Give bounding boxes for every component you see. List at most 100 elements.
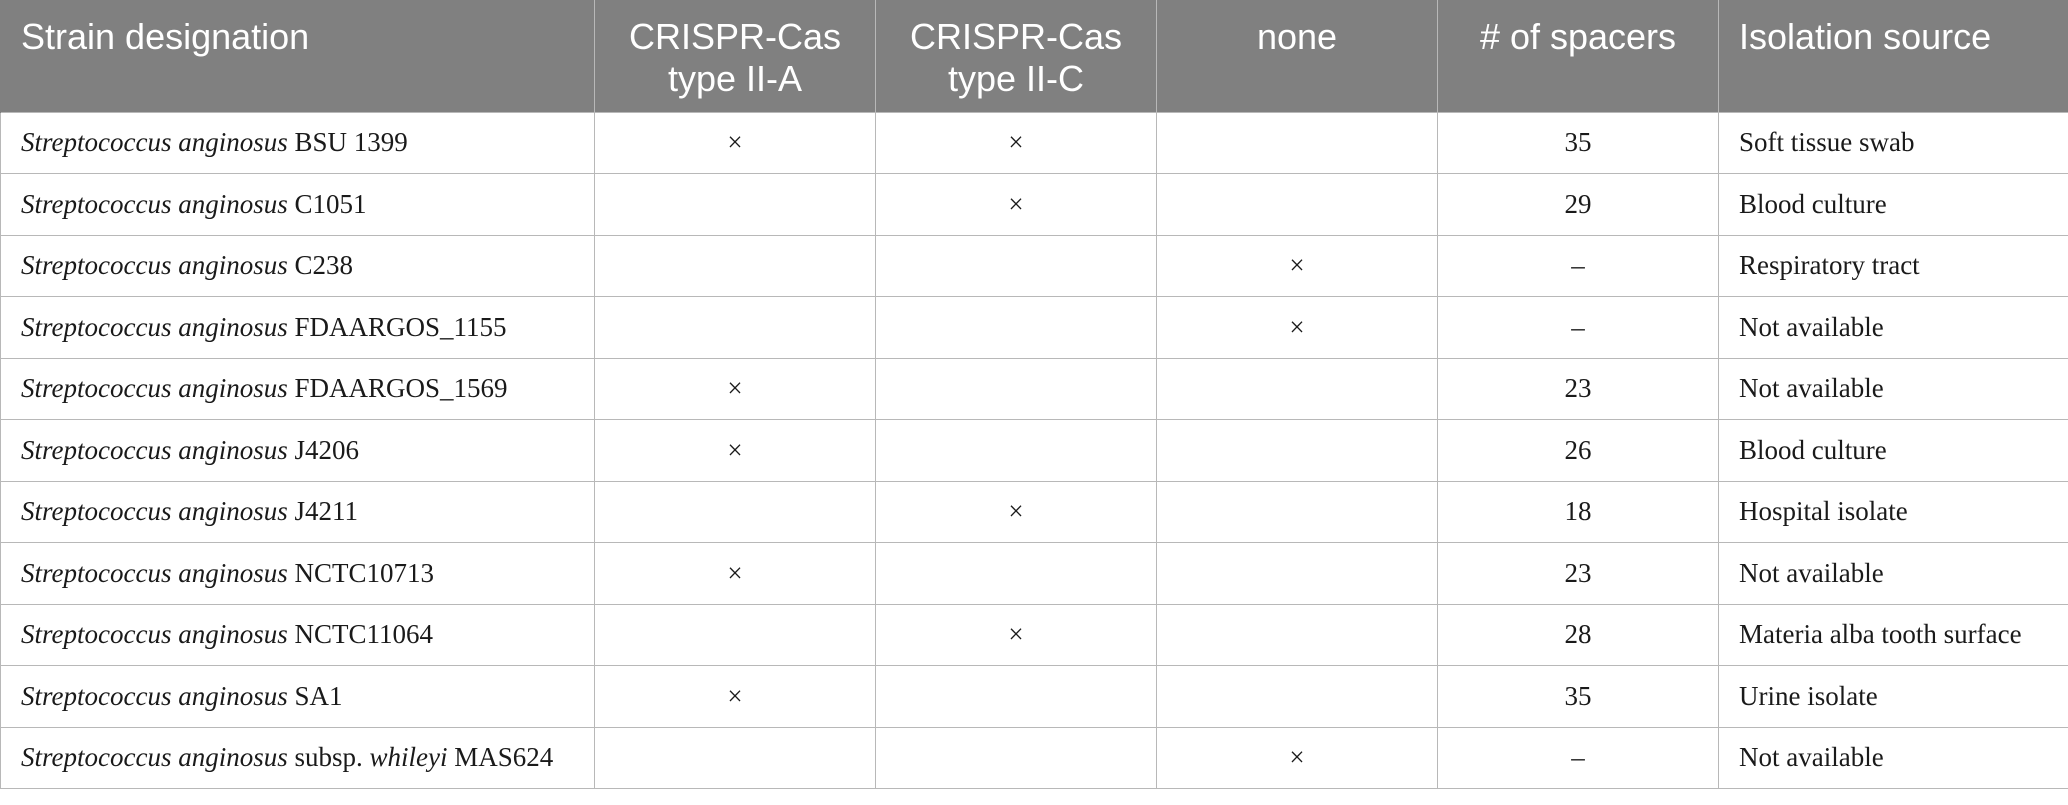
type-ii-c-cell	[875, 542, 1157, 605]
strain-id: BSU 1399	[294, 127, 408, 158]
none-cell	[1156, 419, 1438, 482]
table-row: Streptococcus anginosus J4206 × 26 Blood…	[0, 419, 2068, 482]
strain-designation-cell: Streptococcus anginosus subsp. whileyi M…	[0, 726, 595, 789]
species-name: Streptococcus anginosus	[21, 742, 288, 773]
none-cell	[1156, 357, 1438, 420]
strain-id: NCTC10713	[294, 557, 434, 588]
isolation-source-cell: Respiratory tract	[1718, 234, 2068, 297]
type-ii-a-cell	[594, 296, 876, 359]
isolation-source-cell: Blood culture	[1718, 173, 2068, 236]
species-name: Streptococcus anginosus	[21, 188, 288, 219]
strain-designation-cell: Streptococcus anginosus J4206	[0, 419, 595, 482]
type-ii-c-cell	[875, 665, 1157, 728]
type-ii-a-cell: ×	[594, 111, 876, 174]
type-ii-a-cell: ×	[594, 419, 876, 482]
table-row: Streptococcus anginosus SA1 × 35 Urine i…	[0, 665, 2068, 728]
strain-designation-cell: Streptococcus anginosus BSU 1399	[0, 111, 595, 174]
isolation-source-cell: Blood culture	[1718, 419, 2068, 482]
none-cell	[1156, 480, 1438, 543]
isolation-source-cell: Not available	[1718, 542, 2068, 605]
species-name: Streptococcus anginosus	[21, 496, 288, 527]
spacer-count-cell: –	[1437, 296, 1719, 359]
type-ii-c-cell	[875, 726, 1157, 789]
strain-designation-cell: Streptococcus anginosus FDAARGOS_1569	[0, 357, 595, 420]
header-crispr-type-ii-a: CRISPR-Cas type II-A	[594, 0, 876, 112]
table-row: Streptococcus anginosus NCTC11064 × 28 M…	[0, 603, 2068, 666]
table-row: Streptococcus anginosus subsp. whileyi M…	[0, 726, 2068, 789]
strain-id: FDAARGOS_1155	[294, 311, 507, 342]
type-ii-c-cell: ×	[875, 173, 1157, 236]
strain-id: J4206	[294, 434, 359, 465]
strain-designation-cell: Streptococcus anginosus SA1	[0, 665, 595, 728]
strain-designation-cell: Streptococcus anginosus J4211	[0, 480, 595, 543]
strain-id: NCTC11064	[294, 619, 433, 650]
species-name: Streptococcus anginosus	[21, 250, 288, 281]
strain-designation-cell: Streptococcus anginosus NCTC11064	[0, 603, 595, 666]
spacer-count-cell: 26	[1437, 419, 1719, 482]
spacer-count-cell: 28	[1437, 603, 1719, 666]
table-row: Streptococcus anginosus C1051 × 29 Blood…	[0, 173, 2068, 236]
strain-designation-cell: Streptococcus anginosus NCTC10713	[0, 542, 595, 605]
none-cell: ×	[1156, 726, 1438, 789]
table-header: Strain designation CRISPR-Cas type II-A C…	[0, 0, 2068, 112]
strain-id: J4211	[294, 496, 358, 527]
isolation-source-cell: Materia alba tooth surface	[1718, 603, 2068, 666]
header-row: Strain designation CRISPR-Cas type II-A C…	[0, 0, 2068, 112]
isolation-source-cell: Not available	[1718, 296, 2068, 359]
type-ii-c-cell: ×	[875, 480, 1157, 543]
type-ii-a-cell	[594, 173, 876, 236]
spacer-count-cell: 35	[1437, 111, 1719, 174]
species-name: Streptococcus anginosus	[21, 373, 288, 404]
spacer-count-cell: 23	[1437, 542, 1719, 605]
type-ii-a-cell: ×	[594, 665, 876, 728]
species-name: Streptococcus anginosus	[21, 619, 288, 650]
type-ii-a-cell	[594, 234, 876, 297]
type-ii-a-cell	[594, 603, 876, 666]
none-cell: ×	[1156, 296, 1438, 359]
spacer-count-cell: 18	[1437, 480, 1719, 543]
header-spacer-count: # of spacers	[1437, 0, 1719, 112]
type-ii-c-cell	[875, 419, 1157, 482]
type-ii-a-cell: ×	[594, 357, 876, 420]
isolation-source-cell: Not available	[1718, 357, 2068, 420]
type-ii-c-cell	[875, 296, 1157, 359]
none-cell	[1156, 542, 1438, 605]
species-name: Streptococcus anginosus	[21, 680, 288, 711]
header-none: none	[1156, 0, 1438, 112]
species-name: Streptococcus anginosus	[21, 127, 288, 158]
none-cell: ×	[1156, 234, 1438, 297]
species-name: Streptococcus anginosus	[21, 557, 288, 588]
table-row: Streptococcus anginosus NCTC10713 × 23 N…	[0, 542, 2068, 605]
strain-id: MAS624	[454, 742, 554, 773]
isolation-source-cell: Hospital isolate	[1718, 480, 2068, 543]
header-isolation-source: Isolation source	[1718, 0, 2068, 112]
table-row: Streptococcus anginosus FDAARGOS_1569 × …	[0, 357, 2068, 420]
strain-designation-cell: Streptococcus anginosus C1051	[0, 173, 595, 236]
spacer-count-cell: –	[1437, 234, 1719, 297]
table-row: Streptococcus anginosus FDAARGOS_1155 × …	[0, 296, 2068, 359]
type-ii-c-cell: ×	[875, 603, 1157, 666]
strain-id: SA1	[294, 680, 343, 711]
species-name: Streptococcus anginosus	[21, 434, 288, 465]
table-row: Streptococcus anginosus BSU 1399 × × 35 …	[0, 111, 2068, 174]
isolation-source-cell: Not available	[1718, 726, 2068, 789]
strain-designation-cell: Streptococcus anginosus C238	[0, 234, 595, 297]
spacer-count-cell: –	[1437, 726, 1719, 789]
table-body: Streptococcus anginosus BSU 1399 × × 35 …	[0, 111, 2068, 789]
subspecies-prefix: subsp.	[294, 742, 363, 773]
type-ii-a-cell: ×	[594, 542, 876, 605]
isolation-source-cell: Urine isolate	[1718, 665, 2068, 728]
strain-id: C1051	[294, 188, 367, 219]
subspecies-epithet: whileyi	[369, 742, 448, 773]
header-crispr-type-ii-c: CRISPR-Cas type II-C	[875, 0, 1157, 112]
type-ii-c-cell	[875, 234, 1157, 297]
strain-id: FDAARGOS_1569	[294, 373, 508, 404]
species-name: Streptococcus anginosus	[21, 311, 288, 342]
table-row: Streptococcus anginosus J4211 × 18 Hospi…	[0, 480, 2068, 543]
none-cell	[1156, 111, 1438, 174]
type-ii-c-cell	[875, 357, 1157, 420]
type-ii-a-cell	[594, 726, 876, 789]
none-cell	[1156, 173, 1438, 236]
spacer-count-cell: 35	[1437, 665, 1719, 728]
